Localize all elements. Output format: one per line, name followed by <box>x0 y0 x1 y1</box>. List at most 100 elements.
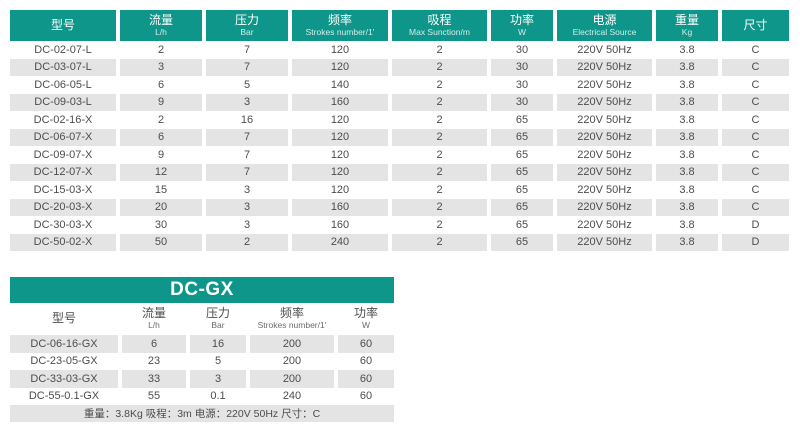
value-cell: 6 <box>122 335 186 353</box>
value-cell: C <box>722 111 789 129</box>
value-cell: 120 <box>292 146 388 164</box>
value-cell: 3 <box>206 93 288 111</box>
model-cell: DC-33-03-GX <box>10 370 118 388</box>
model-cell: DC-20-03-X <box>10 198 116 216</box>
table-row: DC-55-0.1-GX 55 0.1 240 60 <box>10 387 394 405</box>
value-cell: 220V 50Hz <box>557 41 652 59</box>
value-cell: 65 <box>491 233 553 251</box>
value-cell: 15 <box>120 181 202 199</box>
value-cell: 2 <box>392 111 487 129</box>
value-cell: 2 <box>392 93 487 111</box>
column-header: 功率 W <box>491 10 553 41</box>
value-cell: 65 <box>491 146 553 164</box>
value-cell: 7 <box>206 163 288 181</box>
value-cell: 220V 50Hz <box>557 93 652 111</box>
table-row: DC-20-03-X 20 3 160 2 65 220V 50Hz 3.8 C <box>10 198 789 216</box>
pump-spec-table-body: DC-02-07-L 2 7 120 2 30 220V 50Hz 3.8 C DC-03-07-… <box>10 41 789 251</box>
value-cell: 33 <box>122 370 186 388</box>
value-cell: C <box>722 41 789 59</box>
value-cell: 220V 50Hz <box>557 76 652 94</box>
value-cell: 3.8 <box>656 111 718 129</box>
column-header: 尺寸 <box>722 10 789 41</box>
table-row: DC-09-03-L 9 3 160 2 30 220V 50Hz 3.8 C <box>10 93 789 111</box>
value-cell: 200 <box>250 370 334 388</box>
value-cell: 120 <box>292 41 388 59</box>
value-cell: 2 <box>392 41 487 59</box>
value-cell: 2 <box>392 163 487 181</box>
table-row: DC-09-07-X 9 7 120 2 65 220V 50Hz 3.8 C <box>10 146 789 164</box>
value-cell: 65 <box>491 216 553 234</box>
value-cell: 50 <box>120 233 202 251</box>
value-cell: 5 <box>190 352 246 370</box>
value-cell: 55 <box>122 387 186 405</box>
model-cell: DC-55-0.1-GX <box>10 387 118 405</box>
value-cell: 16 <box>190 335 246 353</box>
value-cell: 9 <box>120 93 202 111</box>
value-cell: 3.8 <box>656 93 718 111</box>
value-cell: 30 <box>491 41 553 59</box>
model-cell: DC-06-16-GX <box>10 335 118 353</box>
table-row: DC-15-03-X 15 3 120 2 65 220V 50Hz 3.8 C <box>10 181 789 199</box>
value-cell: 2 <box>392 146 487 164</box>
value-cell: C <box>722 58 789 76</box>
value-cell: 7 <box>206 146 288 164</box>
value-cell: 200 <box>250 352 334 370</box>
value-cell: 120 <box>292 111 388 129</box>
value-cell: 9 <box>120 146 202 164</box>
value-cell: 120 <box>292 163 388 181</box>
table-row: DC-03-07-L 3 7 120 2 30 220V 50Hz 3.8 C <box>10 58 789 76</box>
value-cell: 12 <box>120 163 202 181</box>
value-cell: 2 <box>392 58 487 76</box>
model-cell: DC-02-07-L <box>10 41 116 59</box>
pump-spec-table-header-row: 型号 流量 L/h 压力 Bar 频率 Strokes number/1' 吸程 Max Sun… <box>10 10 789 41</box>
value-cell: 7 <box>206 58 288 76</box>
table-row: DC-50-02-X 50 2 240 2 65 220V 50Hz 3.8 D <box>10 233 789 251</box>
value-cell: 23 <box>122 352 186 370</box>
dc-gx-footer-note: 重量：3.8Kg 吸程：3m 电源：220V 50Hz 尺寸：C <box>10 405 394 422</box>
value-cell: 0.1 <box>190 387 246 405</box>
column-header: 型号 <box>10 10 116 41</box>
model-cell: DC-15-03-X <box>10 181 116 199</box>
column-header: 功率 W <box>338 303 394 335</box>
value-cell: 30 <box>120 216 202 234</box>
table-row: DC-06-07-X 6 7 120 2 65 220V 50Hz 3.8 C <box>10 128 789 146</box>
model-cell: DC-02-16-X <box>10 111 116 129</box>
value-cell: 2 <box>392 76 487 94</box>
value-cell: D <box>722 216 789 234</box>
model-cell: DC-03-07-L <box>10 58 116 76</box>
value-cell: 5 <box>206 76 288 94</box>
value-cell: 3 <box>206 181 288 199</box>
value-cell: 3.8 <box>656 128 718 146</box>
value-cell: 65 <box>491 181 553 199</box>
value-cell: 3.8 <box>656 216 718 234</box>
value-cell: 3.8 <box>656 233 718 251</box>
value-cell: 220V 50Hz <box>557 111 652 129</box>
column-header: 压力 Bar <box>190 303 246 335</box>
value-cell: 2 <box>392 198 487 216</box>
model-cell: DC-09-03-L <box>10 93 116 111</box>
value-cell: 65 <box>491 163 553 181</box>
value-cell: 65 <box>491 128 553 146</box>
value-cell: 3 <box>120 58 202 76</box>
value-cell: 3.8 <box>656 198 718 216</box>
value-cell: C <box>722 181 789 199</box>
value-cell: 160 <box>292 93 388 111</box>
model-cell: DC-30-03-X <box>10 216 116 234</box>
column-header: 型号 <box>10 303 118 335</box>
table-row: DC-30-03-X 30 3 160 2 65 220V 50Hz 3.8 D <box>10 216 789 234</box>
value-cell: 160 <box>292 198 388 216</box>
value-cell: 2 <box>206 233 288 251</box>
value-cell: 120 <box>292 58 388 76</box>
value-cell: D <box>722 233 789 251</box>
value-cell: 3.8 <box>656 163 718 181</box>
model-cell: DC-12-07-X <box>10 163 116 181</box>
model-cell: DC-09-07-X <box>10 146 116 164</box>
spec-sheet: 型号 流量 L/h 压力 Bar 频率 Strokes number/1' 吸程 Max Sun… <box>10 10 789 422</box>
value-cell: C <box>722 198 789 216</box>
model-cell: DC-23-05-GX <box>10 352 118 370</box>
value-cell: 2 <box>392 216 487 234</box>
value-cell: 220V 50Hz <box>557 146 652 164</box>
value-cell: 3 <box>206 216 288 234</box>
table-row: DC-33-03-GX 33 3 200 60 <box>10 370 394 388</box>
value-cell: 3 <box>190 370 246 388</box>
